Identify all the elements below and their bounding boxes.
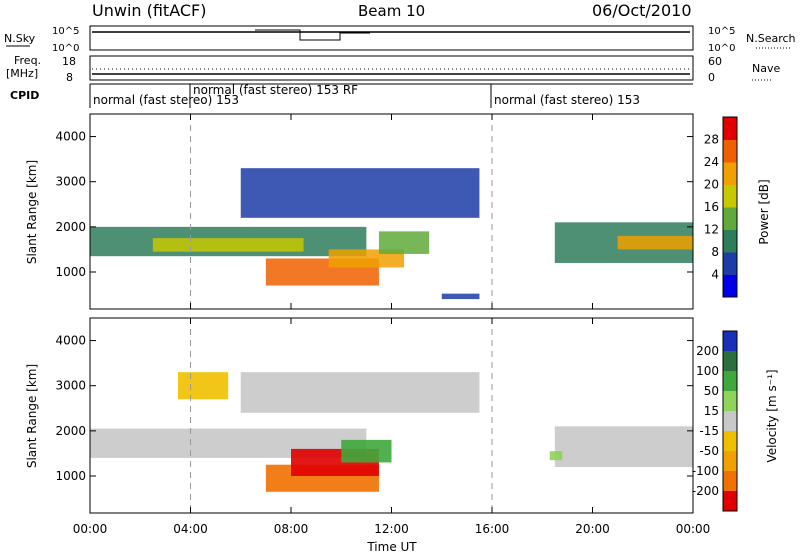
power-colorbar-swatch bbox=[723, 139, 737, 163]
y-tick-label: 2000 bbox=[55, 220, 86, 234]
power-ylabel: Slant Range [km] bbox=[25, 160, 39, 264]
power-colorbar-swatch bbox=[723, 184, 737, 208]
velocity-y-axis: 1000 2000 3000 4000 bbox=[55, 334, 693, 483]
x-tick-label: 20:00 bbox=[575, 522, 610, 536]
velocity-colorbar-tick: 100 bbox=[696, 364, 719, 378]
x-tick-label: 16:00 bbox=[475, 522, 510, 536]
x-tick-label: 04:00 bbox=[173, 522, 208, 536]
power-region bbox=[378, 231, 430, 254]
velocity-region bbox=[554, 426, 693, 467]
station-title: Unwin (fitACF) bbox=[92, 1, 206, 20]
nave-tick-low: 0 bbox=[708, 71, 715, 84]
velocity-colorbar: 200 100 50 15 -15 -50 -100 -200 bbox=[692, 330, 738, 512]
cpid-segment-1: normal (fast stereo) 153 bbox=[93, 93, 239, 107]
power-colorbar-title: Power [dB] bbox=[757, 179, 771, 244]
power-colorbar-tick: 20 bbox=[704, 178, 719, 192]
date-title: 06/Oct/2010 bbox=[592, 1, 692, 20]
velocity-colorbar-tick: 50 bbox=[704, 384, 719, 398]
power-colorbar-tick: 16 bbox=[704, 200, 719, 214]
power-colorbar-swatch bbox=[723, 229, 737, 253]
velocity-panel: 1000 2000 3000 4000 Slant Range [km] bbox=[25, 317, 694, 514]
power-colorbar-tick: 24 bbox=[704, 155, 719, 169]
y-tick-label: 1000 bbox=[55, 469, 86, 483]
cpid-label: CPID bbox=[10, 89, 39, 102]
velocity-colorbar-swatch bbox=[723, 451, 737, 472]
velocity-colorbar-tick: -50 bbox=[699, 444, 719, 458]
freq-label: Freq. bbox=[14, 54, 41, 67]
velocity-region bbox=[549, 451, 563, 461]
velocity-colorbar-swatch bbox=[723, 351, 737, 372]
x-tick-label: 00:00 bbox=[676, 522, 711, 536]
velocity-colorbar-tick: 15 bbox=[704, 404, 719, 418]
power-y-axis: 1000 2000 3000 4000 bbox=[55, 130, 693, 279]
power-colorbar-tick: 8 bbox=[711, 245, 719, 259]
power-colorbar-swatch bbox=[723, 162, 737, 185]
cpid-segment-2: normal (fast stereo) 153 RF bbox=[193, 83, 358, 97]
y-tick-label: 3000 bbox=[55, 175, 86, 189]
nsky-tick-high: 10^5 bbox=[52, 26, 79, 37]
nsearch-tick-low: 10^0 bbox=[708, 43, 735, 54]
velocity-colorbar-swatch bbox=[723, 331, 737, 352]
velocity-region bbox=[240, 372, 480, 413]
power-region bbox=[441, 293, 480, 300]
nsky-label: N.Sky bbox=[4, 32, 36, 45]
nsky-panel: N.Sky 10^5 10^0 10^5 10^0 N.Search bbox=[4, 25, 796, 54]
freq-panel: Freq. [MHz] 18 8 60 0 Nave bbox=[6, 54, 780, 84]
velocity-colorbar-swatch bbox=[723, 491, 737, 512]
power-colorbar: 4 8 12 16 20 24 28 bbox=[704, 116, 738, 298]
power-colorbar-swatch bbox=[723, 117, 737, 140]
power-data-regions bbox=[90, 168, 693, 300]
nsearch-label: N.Search bbox=[746, 32, 796, 45]
power-colorbar-frame bbox=[722, 116, 738, 298]
power-colorbar-swatch bbox=[723, 274, 737, 298]
cpid-panel: CPID normal (fast stereo) 153 normal (fa… bbox=[10, 83, 693, 108]
velocity-colorbar-swatch bbox=[723, 471, 737, 492]
freq-tick-low: 8 bbox=[66, 71, 73, 84]
cpid-segment-3: normal (fast stereo) 153 bbox=[494, 93, 640, 107]
power-colorbar-swatch bbox=[723, 252, 737, 275]
velocity-colorbar-frame bbox=[722, 330, 738, 512]
power-region bbox=[152, 238, 304, 252]
y-tick-label: 1000 bbox=[55, 265, 86, 279]
power-colorbar-swatch bbox=[723, 207, 737, 230]
x-tick-label: 12:00 bbox=[374, 522, 409, 536]
nsearch-tick-high: 10^5 bbox=[708, 26, 735, 37]
x-tick-label: 00:00 bbox=[73, 522, 108, 536]
x-tick-label: 08:00 bbox=[274, 522, 309, 536]
velocity-region bbox=[341, 439, 392, 463]
power-panel: 1000 2000 3000 4000 Slant Range [km] bbox=[25, 113, 694, 310]
nsky-tick-low: 10^0 bbox=[52, 43, 79, 54]
freq-tick-high: 18 bbox=[62, 55, 76, 68]
velocity-data-regions bbox=[90, 372, 693, 492]
nave-tick-high: 60 bbox=[708, 55, 722, 68]
power-colorbar-tick: 4 bbox=[711, 268, 719, 282]
velocity-colorbar-swatch bbox=[723, 411, 737, 432]
time-axis-label: Time UT bbox=[366, 540, 417, 554]
velocity-colorbar-tick: -15 bbox=[699, 424, 719, 438]
power-region bbox=[240, 168, 480, 218]
y-tick-label: 2000 bbox=[55, 424, 86, 438]
velocity-region bbox=[177, 372, 229, 400]
y-tick-label: 3000 bbox=[55, 379, 86, 393]
freq-unit: [MHz] bbox=[6, 67, 38, 80]
power-colorbar-tick: 12 bbox=[704, 223, 719, 237]
power-region bbox=[617, 235, 693, 250]
velocity-colorbar-tick: -100 bbox=[692, 464, 719, 478]
velocity-ylabel: Slant Range [km] bbox=[25, 364, 39, 468]
y-tick-label: 4000 bbox=[55, 130, 86, 144]
velocity-colorbar-swatch bbox=[723, 391, 737, 412]
y-tick-label: 4000 bbox=[55, 334, 86, 348]
velocity-colorbar-swatch bbox=[723, 371, 737, 392]
velocity-colorbar-tick: -200 bbox=[692, 484, 719, 498]
velocity-colorbar-title: Velocity [m s⁻¹] bbox=[765, 369, 779, 462]
time-axis: 00:00 04:00 08:00 12:00 16:00 20:00 00:00 bbox=[73, 114, 711, 536]
beam-title: Beam 10 bbox=[358, 2, 425, 20]
power-colorbar-tick: 28 bbox=[704, 133, 719, 147]
velocity-colorbar-swatch bbox=[723, 431, 737, 452]
nave-label: Nave bbox=[752, 62, 780, 75]
velocity-colorbar-tick: 200 bbox=[696, 344, 719, 358]
